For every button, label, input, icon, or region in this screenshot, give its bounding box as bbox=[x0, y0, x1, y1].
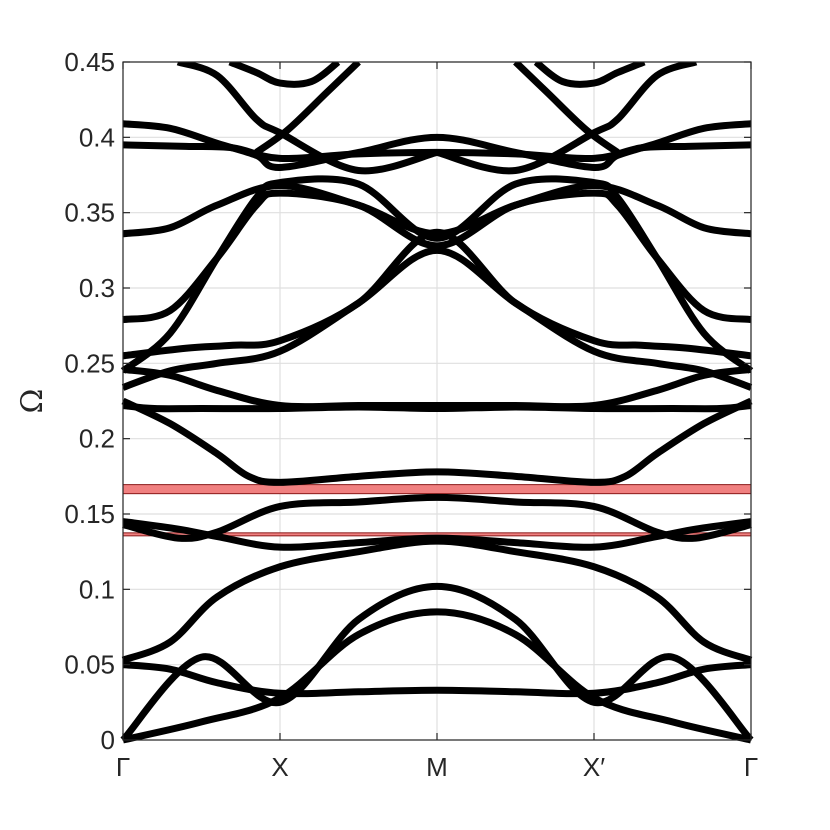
band-curve-10 bbox=[121, 246, 753, 391]
band-curve-14 bbox=[122, 182, 752, 238]
band-curve-17 bbox=[176, 62, 438, 175]
dispersion-curves bbox=[120, 62, 754, 744]
band-gap-1 bbox=[122, 484, 752, 495]
band-curve-18 bbox=[436, 62, 698, 175]
x-tick-label: X′ bbox=[583, 752, 605, 782]
grid-lines bbox=[122, 61, 752, 741]
band-curve-13 bbox=[120, 175, 754, 374]
x-tick-label: X bbox=[271, 752, 288, 782]
y-tick-label: 0.05 bbox=[64, 650, 115, 680]
y-tick-label: 0.45 bbox=[64, 47, 115, 77]
y-tick-label: 0.2 bbox=[79, 424, 115, 454]
band-curve-16 bbox=[122, 120, 752, 171]
y-axis-label: Ω bbox=[15, 389, 50, 414]
x-tick-label: M bbox=[426, 752, 448, 782]
band-curve-1 bbox=[122, 608, 752, 744]
band-curve-7 bbox=[121, 397, 753, 486]
band-curve-2 bbox=[120, 582, 754, 743]
y-tick-label: 0.25 bbox=[64, 348, 115, 378]
y-tick-label: 0.15 bbox=[64, 499, 115, 529]
y-tick-label: 0.35 bbox=[64, 198, 115, 228]
y-tick-label: 0 bbox=[101, 725, 115, 755]
band-curve-21 bbox=[254, 62, 361, 156]
x-tick-label: Γ bbox=[744, 752, 758, 782]
band-curve-22 bbox=[513, 62, 620, 156]
y-tick-label: 0.4 bbox=[79, 122, 115, 152]
band-curve-6 bbox=[122, 493, 752, 542]
y-tick-label: 0.3 bbox=[79, 273, 115, 303]
band-curve-20 bbox=[533, 62, 646, 88]
x-tick-label: Γ bbox=[116, 752, 130, 782]
x-axis-ticks: Γ X M X′ Γ bbox=[116, 62, 758, 782]
band-curve-3 bbox=[122, 661, 752, 698]
band-curve-19 bbox=[228, 62, 341, 88]
y-axis-ticks: 0 0.05 0.1 0.15 0.2 0.25 0.3 0.35 0.4 0.45 bbox=[64, 47, 751, 755]
y-tick-label: 0.1 bbox=[79, 574, 115, 604]
band-curve-9 bbox=[122, 365, 752, 411]
